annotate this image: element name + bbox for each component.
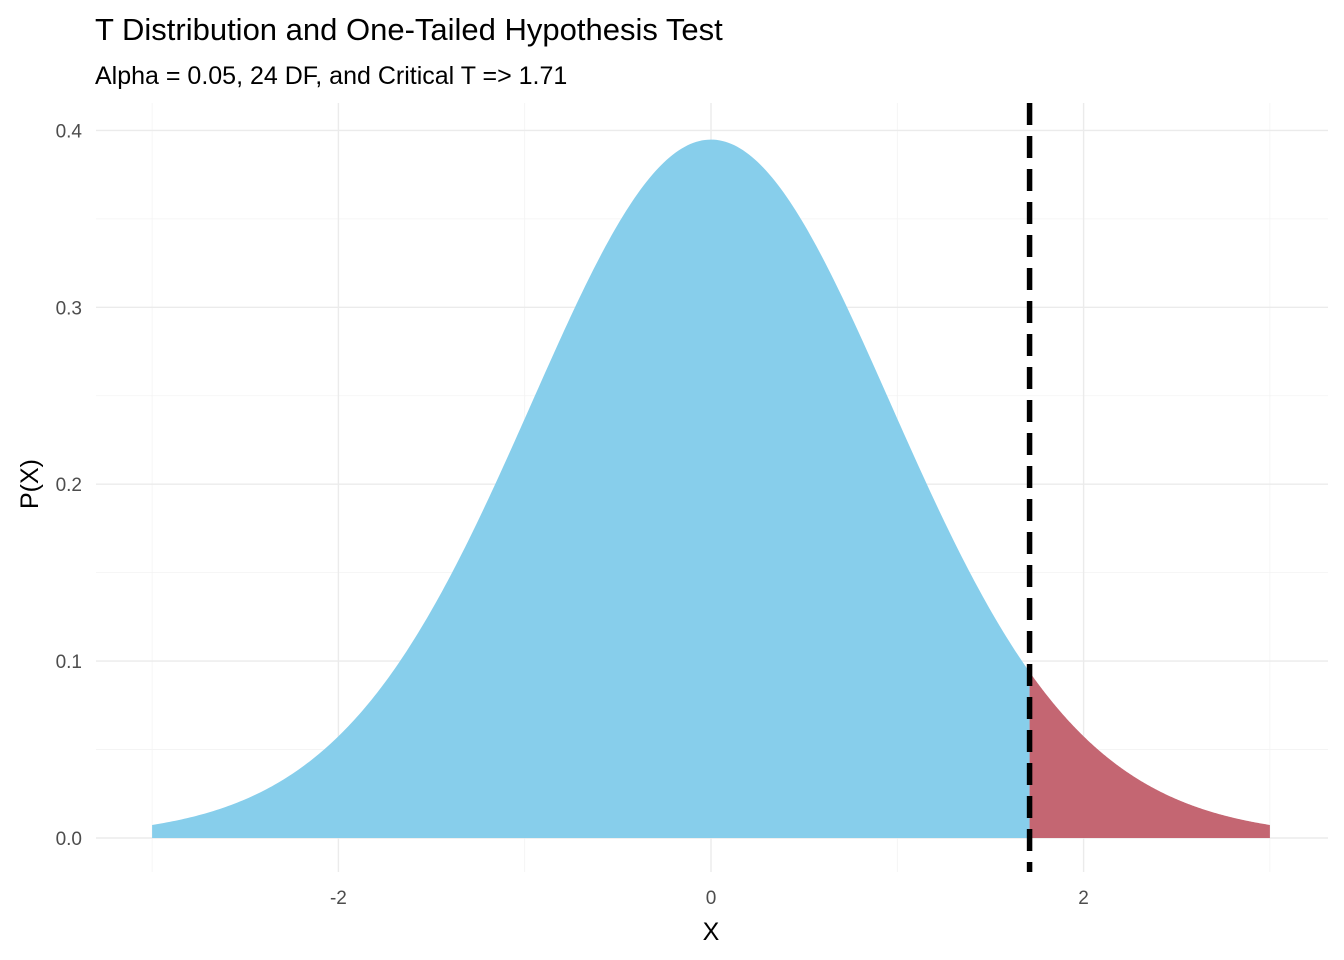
x-axis-ticks: -2 0 2	[330, 888, 1089, 909]
y-axis-title: P(X)	[16, 459, 44, 509]
y-tick-label: 0.1	[56, 652, 82, 673]
x-tick-label: 2	[1078, 888, 1089, 909]
acceptance-region-area	[152, 139, 1030, 838]
y-tick-label: 0.2	[56, 475, 82, 496]
rejection-region-area	[1029, 672, 1270, 838]
density-areas	[152, 139, 1270, 838]
chart-title: T Distribution and One-Tailed Hypothesis…	[95, 12, 723, 47]
x-axis-title: X	[703, 918, 720, 946]
y-tick-label: 0.0	[56, 829, 82, 850]
y-axis-ticks: 0.0 0.1 0.2 0.3 0.4	[56, 121, 83, 850]
chart-subtitle: Alpha = 0.05, 24 DF, and Critical T => 1…	[95, 62, 567, 90]
x-tick-label: 0	[706, 888, 717, 909]
y-tick-label: 0.3	[56, 298, 82, 319]
y-tick-label: 0.4	[56, 121, 83, 142]
x-tick-label: -2	[330, 888, 347, 909]
